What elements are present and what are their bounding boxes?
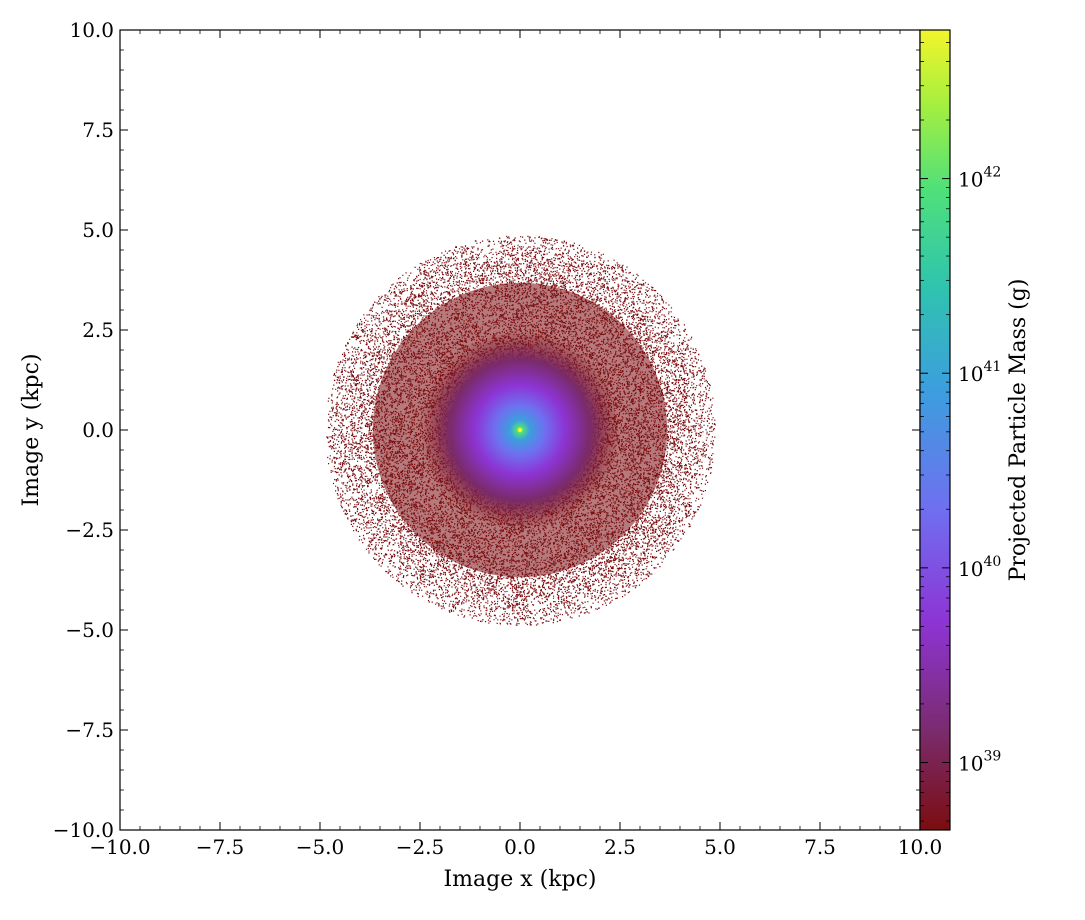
colorbar-gradient [920, 30, 950, 830]
x-ticks: −10.0 −7.5 −5.0 −2.5 0.0 2.5 5.0 7.5 10.0 [89, 30, 942, 859]
y-tick-label: −7.5 [65, 718, 114, 742]
x-axis-label: Image x (kpc) [443, 867, 596, 892]
y-tick-label: −2.5 [65, 518, 114, 542]
x-tick-label: −5.0 [296, 835, 345, 859]
x-tick-label: 7.5 [804, 835, 836, 859]
particle-cloud [326, 235, 716, 626]
colorbar-frame [919, 29, 951, 831]
x-tick-label: 10.0 [898, 835, 943, 859]
colorbar-label: Projected Particle Mass (g) [1006, 279, 1031, 582]
y-tick-label: 10.0 [69, 18, 114, 42]
x-tick-label: −10.0 [89, 835, 150, 859]
y-tick-label: 7.5 [82, 118, 114, 142]
x-tick-label: 2.5 [604, 835, 636, 859]
x-tick-label: 5.0 [704, 835, 736, 859]
colorbar-ticks: 1039 1040 1041 1042 [920, 42, 1001, 822]
y-tick-label: 2.5 [82, 318, 114, 342]
y-tick-label: 0.0 [82, 418, 114, 442]
colorbar: 1039 1040 1041 1042 [919, 29, 1001, 831]
cloud-peak [517, 427, 523, 433]
y-tick-label: −10.0 [53, 818, 114, 842]
y-tick-label: −5.0 [65, 618, 114, 642]
y-ticks: −10.0 −7.5 −5.0 −2.5 0.0 2.5 5.0 7.5 10.0 [53, 18, 920, 842]
x-tick-label: −2.5 [396, 835, 445, 859]
x-tick-label: −7.5 [196, 835, 245, 859]
plot-area: −10.0 −7.5 −5.0 −2.5 0.0 2.5 5.0 7.5 10.0 −10.0−… [53, 18, 943, 859]
colorbar-tick-label: 1040 [958, 554, 1001, 581]
x-tick-label: 0.0 [504, 835, 536, 859]
colorbar-tick-label: 1041 [958, 359, 1001, 386]
colorbar-tick-label: 1039 [958, 749, 1001, 776]
cloud-particles [326, 235, 716, 626]
y-tick-label: 5.0 [82, 218, 114, 242]
y-axis-label: Image y (kpc) [19, 353, 44, 506]
colorbar-tick-label: 1042 [958, 165, 1001, 192]
